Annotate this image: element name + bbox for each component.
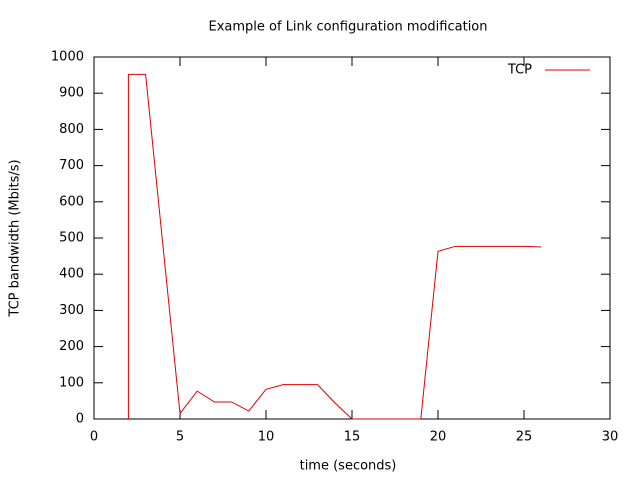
y-tick-label: 400 — [59, 267, 84, 282]
y-tick-label: 0 — [76, 412, 84, 427]
y-tick-label: 900 — [59, 86, 84, 101]
x-tick-label: 5 — [176, 430, 184, 445]
y-tick-label: 100 — [59, 375, 84, 390]
data-line — [127, 73, 542, 420]
x-axis-label: time (seconds) — [300, 459, 397, 474]
y-tick-label: 1000 — [51, 50, 84, 65]
y-tick-label: 600 — [59, 194, 84, 209]
y-tick-label: 500 — [59, 231, 84, 246]
legend-label: TCP — [507, 63, 532, 78]
x-tick-label: 20 — [430, 430, 447, 445]
y-tick-label: 800 — [59, 122, 84, 137]
y-tick-label: 300 — [59, 303, 84, 318]
x-tick-label: 0 — [90, 430, 98, 445]
x-tick-label: 10 — [258, 430, 275, 445]
x-tick-label: 25 — [516, 430, 533, 445]
x-tick-label: 15 — [344, 430, 361, 445]
y-tick-label: 200 — [59, 339, 84, 354]
y-tick-label: 700 — [59, 158, 84, 173]
y-axis-label: TCP bandwidth (Mbits/s) — [8, 159, 23, 317]
chart-title: Example of Link configuration modificati… — [209, 20, 488, 35]
x-tick-label: 30 — [602, 430, 619, 445]
